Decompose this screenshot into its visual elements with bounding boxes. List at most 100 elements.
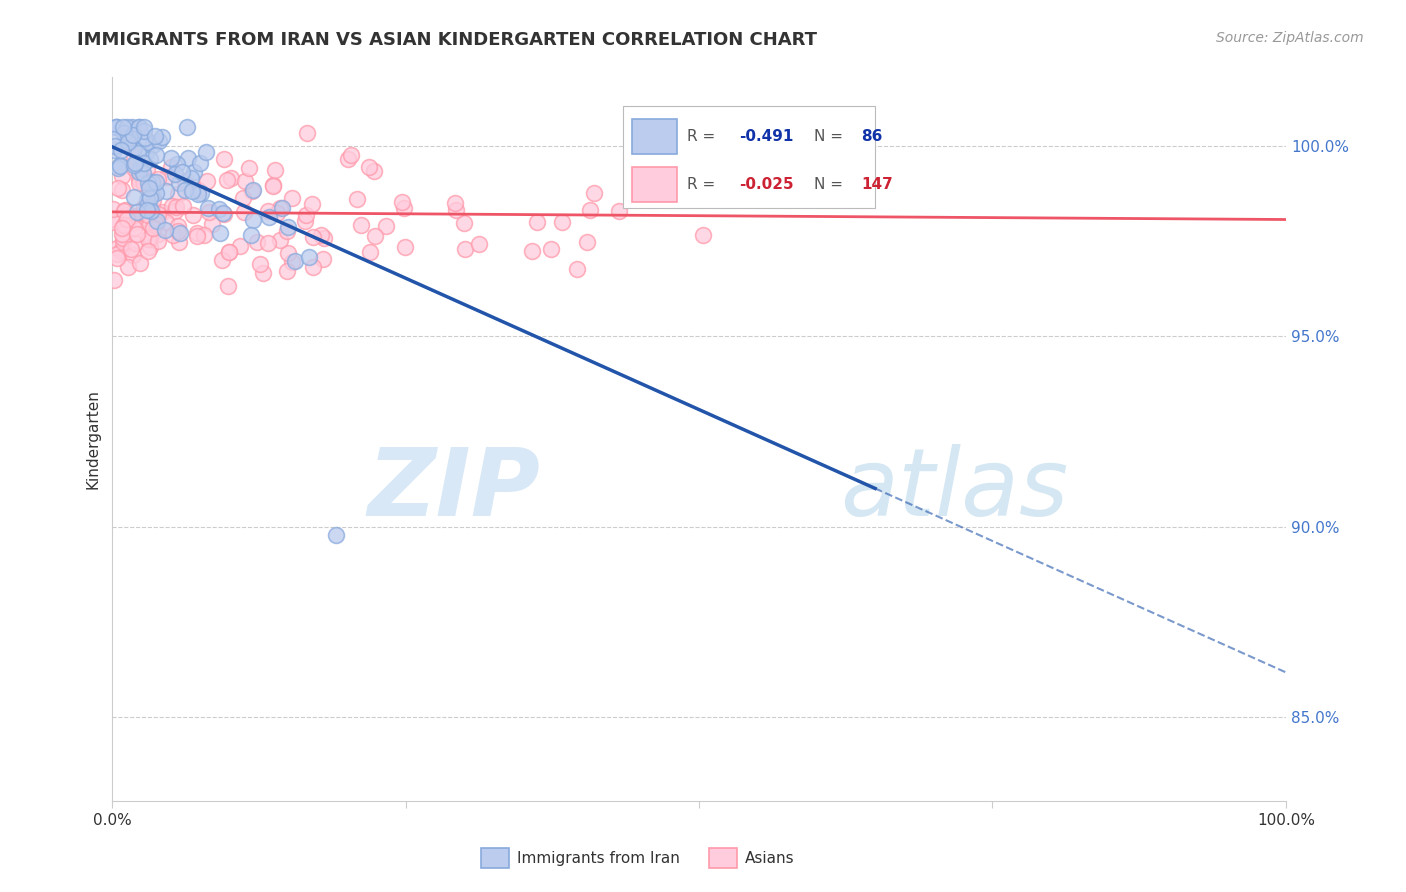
Point xyxy=(269,201,291,215)
Point xyxy=(114,202,136,217)
Point xyxy=(357,160,380,174)
Point xyxy=(117,138,139,153)
Point xyxy=(105,252,128,266)
Point xyxy=(392,201,415,215)
Point xyxy=(121,216,143,230)
Point xyxy=(127,145,149,160)
Point xyxy=(235,174,257,188)
Point xyxy=(145,218,167,232)
Point xyxy=(129,256,152,270)
Point xyxy=(117,120,139,134)
Point xyxy=(340,148,363,162)
Point xyxy=(166,157,188,171)
Point xyxy=(110,143,132,157)
Point xyxy=(132,124,155,138)
Point xyxy=(139,152,162,166)
Point xyxy=(136,244,159,258)
Point xyxy=(141,175,163,189)
Point xyxy=(211,205,233,219)
Point xyxy=(692,227,714,242)
Point xyxy=(122,158,145,172)
Point xyxy=(325,527,347,541)
Point xyxy=(132,200,155,214)
Point xyxy=(311,252,333,266)
Point xyxy=(120,136,142,150)
Point xyxy=(257,211,280,225)
Bar xyxy=(623,106,875,208)
Point xyxy=(159,160,181,174)
Point xyxy=(122,128,145,142)
Point xyxy=(105,120,128,134)
Point xyxy=(117,136,139,150)
Point xyxy=(295,126,318,140)
Point xyxy=(128,165,150,179)
Point xyxy=(551,215,574,229)
Point xyxy=(298,250,321,264)
Point xyxy=(359,245,381,260)
Point xyxy=(120,131,142,145)
Point xyxy=(240,184,263,198)
Point xyxy=(193,227,215,242)
Point xyxy=(141,202,163,216)
Point xyxy=(219,171,242,186)
Point xyxy=(187,183,209,197)
Point xyxy=(186,227,208,241)
Point xyxy=(135,145,157,159)
Text: -0.025: -0.025 xyxy=(740,177,793,192)
Point xyxy=(120,242,142,256)
Point xyxy=(312,231,335,245)
Point xyxy=(363,163,385,178)
Point xyxy=(302,230,325,244)
Text: Asians: Asians xyxy=(745,851,794,865)
Point xyxy=(141,176,163,190)
Point xyxy=(257,235,280,250)
Point xyxy=(111,183,134,197)
Point xyxy=(111,220,134,235)
Point xyxy=(576,235,599,249)
Point xyxy=(145,148,167,162)
Point xyxy=(176,151,198,165)
Point xyxy=(173,183,195,197)
Point xyxy=(228,239,250,253)
Text: 86: 86 xyxy=(860,129,883,145)
Point xyxy=(142,186,165,200)
Point xyxy=(186,229,208,244)
Point xyxy=(364,228,387,243)
Point xyxy=(246,235,269,249)
Point xyxy=(155,185,177,199)
Point xyxy=(110,244,132,259)
Point xyxy=(146,214,169,228)
Point xyxy=(582,186,605,200)
Point xyxy=(146,207,169,221)
Point xyxy=(141,219,163,234)
Point xyxy=(391,194,413,209)
Point xyxy=(276,263,298,277)
Point xyxy=(579,202,602,217)
Point xyxy=(194,145,217,159)
Point xyxy=(375,219,398,234)
Point xyxy=(277,220,299,235)
Point xyxy=(190,186,212,200)
Point xyxy=(520,244,543,259)
Point xyxy=(142,138,165,153)
Point xyxy=(122,161,145,176)
Point xyxy=(141,204,163,219)
Text: N =: N = xyxy=(814,129,848,145)
Point xyxy=(453,216,475,230)
Point xyxy=(110,169,132,183)
Point xyxy=(195,174,218,188)
Point xyxy=(136,174,159,188)
Point xyxy=(121,120,143,134)
Point xyxy=(262,179,284,194)
Text: 147: 147 xyxy=(860,177,893,192)
Point xyxy=(454,243,477,257)
Point xyxy=(167,176,190,190)
Point xyxy=(242,213,264,227)
Point xyxy=(163,204,186,219)
Point xyxy=(163,167,186,181)
Point xyxy=(238,161,260,175)
Point xyxy=(107,181,129,195)
Point xyxy=(105,247,128,261)
Point xyxy=(309,227,332,242)
Point xyxy=(138,191,160,205)
